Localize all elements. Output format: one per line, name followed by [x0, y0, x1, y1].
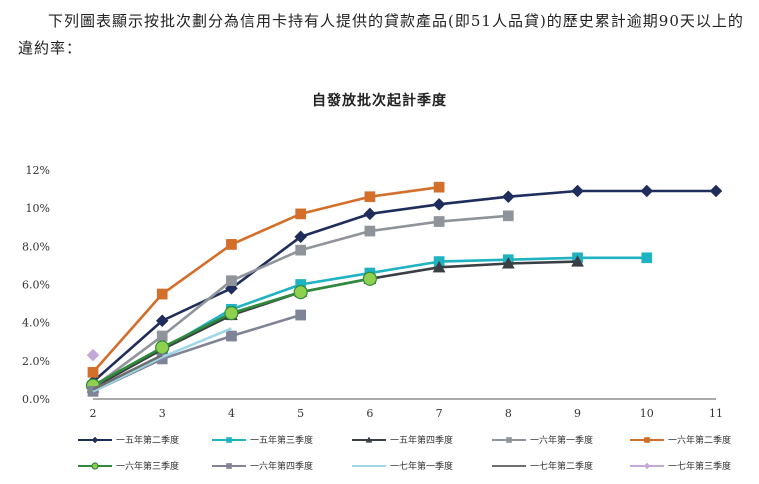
series-8: [92, 353, 163, 391]
data-point: [226, 330, 237, 342]
data-point: [432, 197, 446, 211]
data-point: [226, 239, 237, 250]
legend-swatch-marker: [644, 437, 650, 443]
data-point: [156, 330, 168, 342]
x-tick-label: 6: [366, 407, 373, 420]
series-line: [92, 353, 163, 391]
x-tick-label: 10: [640, 407, 654, 420]
legend-item: 一六年第三季度: [78, 460, 179, 472]
data-point: [224, 306, 239, 321]
legend-label: 一六年第一季度: [530, 434, 593, 446]
data-point: [86, 348, 100, 362]
series-line: [92, 189, 716, 383]
y-tick-label: 0.0%: [22, 393, 50, 406]
y-tick-label: 6.0%: [22, 279, 50, 292]
legend-item: 一五年第三季度: [212, 434, 313, 446]
data-point: [502, 210, 514, 222]
data-point: [295, 208, 307, 220]
intro-paragraph: 下列圖表顯示按批次劃分為信用卡持有人提供的貸款產品(即51人品貸)的歷史累計逾期…: [18, 8, 753, 62]
data-point: [155, 340, 170, 355]
legend-swatch-marker: [506, 437, 512, 443]
x-tick-label: 7: [436, 407, 443, 420]
legend-item: 一七年第二季度: [492, 460, 593, 472]
data-point: [501, 190, 515, 204]
data-point: [433, 216, 445, 227]
data-point: [155, 314, 169, 328]
legend-item: 一六年第二季度: [630, 434, 731, 446]
x-tick-label: 2: [90, 407, 97, 420]
legend-label: 一五年第二季度: [116, 434, 179, 446]
y-tick-label: 4.0%: [22, 317, 50, 330]
data-point: [156, 288, 168, 300]
data-point: [295, 309, 307, 321]
legend-swatch-marker: [91, 462, 99, 470]
data-point: [293, 285, 308, 300]
legend-item: 一六年第一季度: [492, 434, 593, 446]
legend-label: 一七年第一季度: [390, 460, 453, 472]
x-tick-label: 8: [505, 407, 512, 420]
data-point: [226, 275, 237, 287]
legend-item: 一五年第四季度: [352, 434, 453, 446]
series-line: [92, 327, 232, 393]
y-tick-label: 8.0%: [22, 240, 50, 253]
series-7: [92, 327, 232, 393]
legend-swatch-marker: [226, 437, 232, 443]
series-layer: [85, 181, 723, 397]
legend-item: 一五年第二季度: [78, 434, 179, 446]
data-point: [363, 207, 377, 221]
legend-swatch-marker: [226, 463, 232, 469]
legend-label: 一七年第二季度: [530, 460, 593, 472]
legend-label: 一五年第三季度: [250, 434, 313, 446]
legend-label: 一七年第三季度: [668, 460, 731, 472]
x-tick-label: 4: [228, 407, 235, 420]
y-tick-label: 10%: [26, 202, 50, 215]
data-point: [362, 271, 377, 286]
legend-label: 一六年第四季度: [250, 460, 313, 472]
series-line: [92, 185, 440, 374]
chart-title: 自發放批次起計季度: [312, 93, 447, 109]
data-point: [432, 260, 446, 273]
legend-label: 一六年第二季度: [668, 434, 731, 446]
series-3: [87, 210, 514, 393]
legend-item: 一七年第三季度: [630, 460, 731, 472]
x-tick-label: 11: [709, 407, 723, 420]
x-tick-label: 3: [159, 407, 166, 420]
legend-label: 一六年第三季度: [116, 460, 179, 472]
series-4: [87, 181, 445, 378]
series-9: [86, 348, 100, 362]
data-point: [294, 230, 308, 244]
axis-layer: 0.0% 2.0% 4.0% 6.0% 8.0% 10% 12% 2 3 4 5 6 7 8 9 10 11: [22, 164, 723, 420]
data-point: [709, 184, 723, 198]
data-point: [433, 181, 445, 193]
data-point: [640, 184, 654, 198]
y-tick-label: 2.0%: [22, 355, 50, 368]
legend: 一五年第二季度 一五年第三季度 一五年第四季度 一六年第一季度 一六年第二季度一六年第三…: [78, 434, 731, 472]
legend-item: 一六年第四季度: [212, 460, 313, 472]
data-point: [501, 256, 515, 269]
series-0: [86, 184, 723, 389]
series-6: [87, 309, 307, 397]
data-point: [87, 366, 99, 378]
y-tick-label: 12%: [26, 164, 50, 177]
legend-label: 一五年第四季度: [390, 434, 453, 446]
data-point: [571, 184, 584, 198]
x-tick-label: 9: [574, 407, 581, 420]
legend-swatch-marker: [643, 462, 651, 470]
data-point: [571, 255, 584, 267]
legend-item: 一七年第一季度: [352, 460, 453, 472]
data-point: [641, 252, 653, 264]
legend-swatch-marker: [365, 436, 373, 443]
x-tick-label: 5: [297, 407, 304, 420]
legend-swatch-marker: [91, 436, 99, 444]
data-point: [295, 244, 307, 256]
intro-text: 下列圖表顯示按批次劃分為信用卡持有人提供的貸款產品(即51人品貸)的歷史累計逾期…: [18, 12, 744, 57]
series-line: [92, 260, 578, 389]
data-point: [364, 225, 376, 237]
series-5: [85, 271, 377, 393]
data-point: [364, 191, 376, 203]
